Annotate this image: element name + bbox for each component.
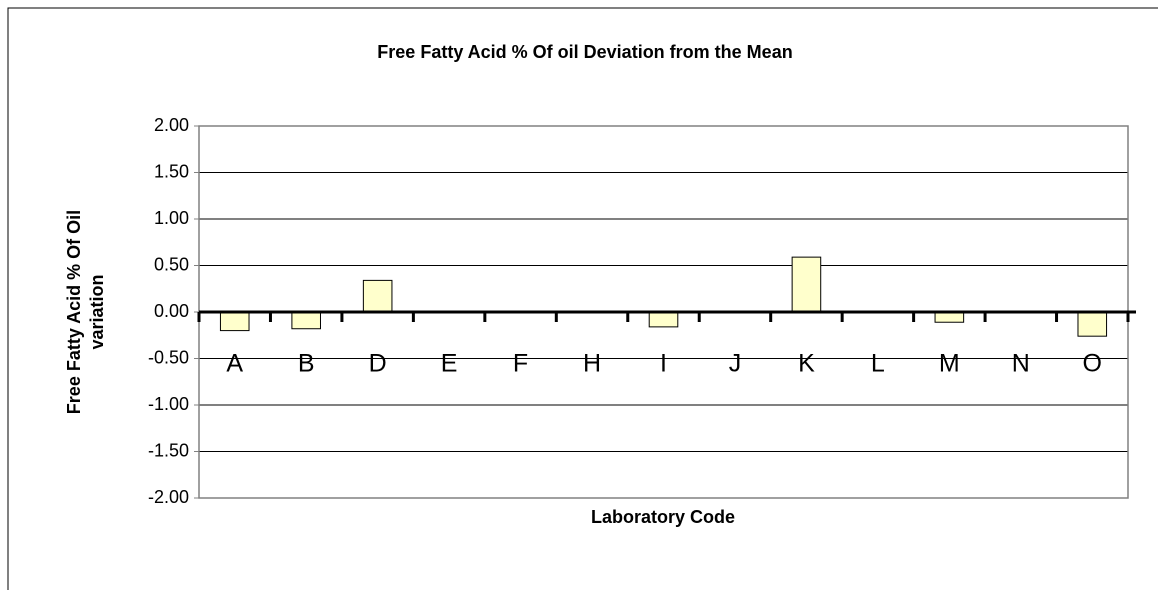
y-tick-label: 0.00 [154, 301, 189, 321]
x-tick-label: J [729, 350, 742, 378]
y-tick-label: 0.50 [154, 254, 189, 274]
y-tick-label: 2.00 [154, 115, 189, 135]
x-tick-label: K [798, 350, 815, 378]
y-tick-label: 1.00 [154, 208, 189, 228]
x-tick-label: O [1083, 350, 1102, 378]
bar [362, 279, 393, 313]
x-tick-label: L [871, 350, 885, 378]
y-tick-label: -2.00 [148, 487, 189, 507]
bar [791, 256, 822, 313]
bar [219, 311, 250, 332]
x-tick-label: I [660, 350, 667, 378]
bar [291, 311, 321, 330]
y-tick-label: -1.00 [148, 394, 189, 414]
y-axis-label: variation [87, 274, 107, 349]
x-tick-label: F [513, 350, 528, 378]
chart-title: Free Fatty Acid % Of oil Deviation from … [377, 42, 792, 62]
x-tick-label: A [226, 350, 243, 378]
bar [1077, 311, 1108, 337]
x-tick-label: M [939, 350, 960, 378]
y-tick-label: 1.50 [154, 161, 189, 181]
bar [648, 311, 679, 328]
y-tick-label: -0.50 [148, 347, 189, 367]
x-axis-label: Laboratory Code [591, 507, 735, 527]
x-tick-label: H [583, 350, 601, 378]
x-tick-label: D [369, 350, 387, 378]
bar [934, 311, 965, 323]
x-tick-label: B [298, 350, 315, 378]
x-tick-label: N [1012, 350, 1030, 378]
y-axis-label: Free Fatty Acid % Of Oil [64, 210, 84, 414]
x-tick-label: E [441, 350, 458, 378]
chart-frame [7, 7, 1158, 590]
y-tick-label: -1.50 [148, 440, 189, 460]
